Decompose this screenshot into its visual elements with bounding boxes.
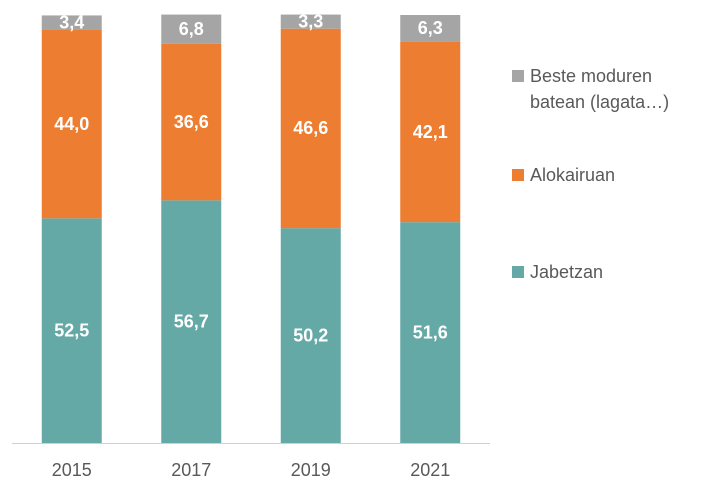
x-tick-label: 2019 — [291, 460, 331, 480]
x-tick-label: 2021 — [410, 460, 450, 480]
data-label: 42,1 — [413, 122, 448, 142]
legend-label: Alokairuan — [530, 165, 616, 185]
bar-segment — [400, 15, 461, 42]
legend-swatch — [512, 70, 524, 82]
x-tick-label: 2017 — [171, 460, 211, 480]
bar-segment — [161, 43, 222, 201]
bar-segment — [400, 222, 461, 443]
bar-segment — [280, 14, 341, 29]
bar-segment — [41, 218, 102, 443]
data-label: 51,6 — [413, 322, 448, 342]
bar-segment — [280, 228, 341, 443]
legend-swatch — [512, 266, 524, 278]
data-label: 3,4 — [59, 12, 84, 32]
legend-label: Jabetzan — [530, 262, 604, 282]
bar-segment — [400, 41, 461, 223]
data-label: 50,2 — [293, 325, 328, 345]
bar-segment — [41, 29, 102, 219]
data-label: 44,0 — [54, 114, 89, 134]
data-label: 6,8 — [179, 19, 204, 39]
bar-segment — [161, 200, 222, 443]
legend-label: Beste moduren batean (lagata…) — [530, 66, 670, 112]
data-label: 6,3 — [418, 18, 443, 38]
data-label: 46,6 — [293, 118, 328, 138]
data-label: 36,6 — [174, 112, 209, 132]
bar-segment — [161, 14, 222, 44]
data-label: 56,7 — [174, 311, 209, 331]
data-label: 3,3 — [298, 11, 323, 31]
legend-swatch — [512, 169, 524, 181]
data-label: 52,5 — [54, 320, 89, 340]
bar-segment — [41, 15, 102, 30]
bar-segment — [280, 28, 341, 229]
x-tick-label: 2015 — [52, 460, 92, 480]
